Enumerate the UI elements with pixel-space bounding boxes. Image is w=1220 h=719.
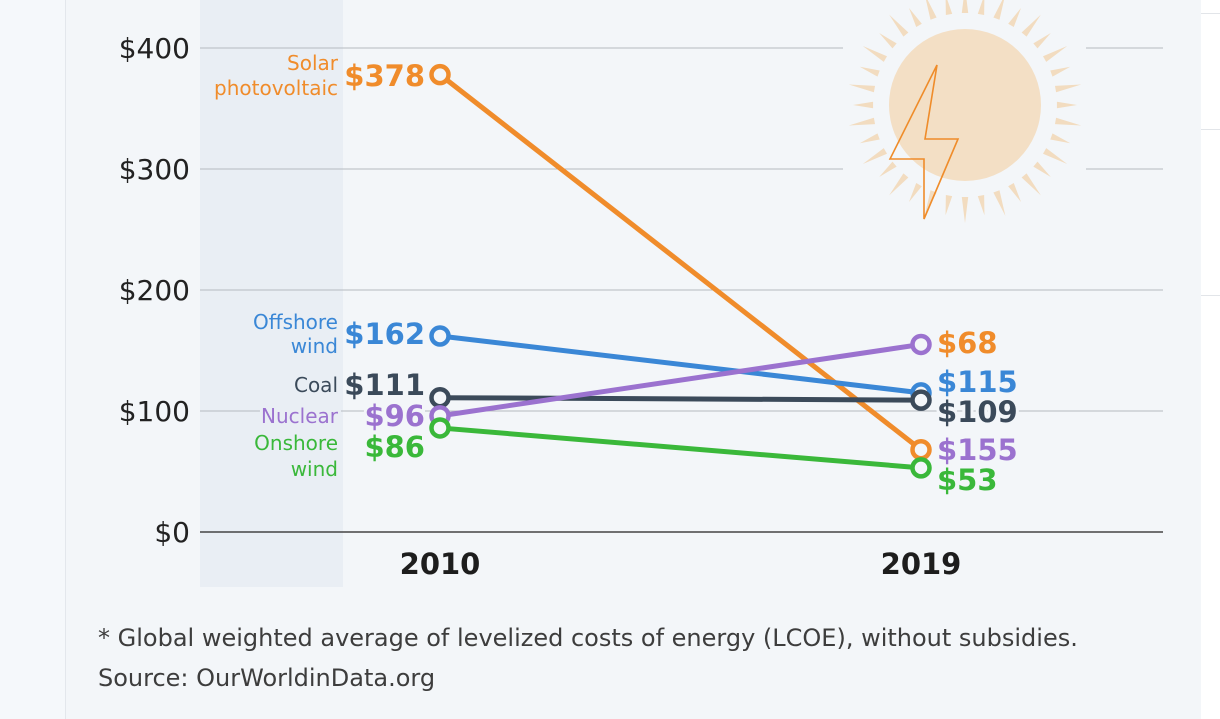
sun-ray [945,0,953,16]
sun-ray [848,117,876,126]
lightning-bolt [888,64,960,220]
sun-ray [993,190,1006,216]
x-tick-label: 2019 [881,547,962,581]
data-label: $111 [344,368,425,402]
sun-ray [1021,14,1041,37]
data-label: $68 [937,326,998,360]
sun-ray [862,148,887,164]
series-line-3 [439,341,922,419]
series-name-label: Nuclear [261,404,339,428]
data-point [910,457,932,479]
sun-ray [1043,46,1068,62]
divider [1201,129,1220,130]
data-point [429,386,451,409]
x-tick-label: 2010 [400,547,481,581]
sun-ray [993,0,1005,20]
sun-ray [977,0,985,16]
y-tick-label: $0 [154,516,190,549]
data-point [429,63,451,86]
data-label: $378 [344,59,425,93]
slope-chart: $0 $100 $200 $300 $400 2010 2019 $378 $68 Solarph… [118,0,1163,587]
series-name-label: Onshore [254,431,338,455]
side-panel [1201,0,1220,719]
footnote: * Global weighted average of levelized c… [98,624,1078,652]
data-label: $115 [937,365,1018,399]
series-line-0 [438,72,923,452]
sun-ray [961,0,969,14]
sun-ray [961,196,969,223]
sun-ray [945,194,953,216]
series-name-label: Coal [294,373,338,397]
data-point [910,438,932,461]
divider [1201,295,1220,296]
sun-ray [1054,117,1082,126]
sun-ray [1043,148,1068,164]
series-name-label: wind [291,334,338,358]
sun-ray [853,101,874,109]
series-line-4 [439,425,922,471]
y-tick-label: $300 [119,153,190,186]
sun-ray [977,194,985,216]
data-label: $53 [937,463,998,497]
series-line-1 [439,333,922,396]
sun-ray [925,0,937,20]
sun-ray [1054,84,1082,93]
sun-ray [1008,183,1021,202]
data-label: $96 [364,399,425,433]
sun-ray [879,33,897,49]
y-tick-label: $400 [119,32,190,65]
sun-ray [1056,101,1077,109]
sun-ray [1033,161,1051,177]
series-line-2 [439,395,922,403]
highlight-band [200,0,343,587]
sun-ray [889,14,909,37]
sun-ray [1050,66,1071,77]
sun-ray [1033,33,1051,49]
sun-with-lightning-icon [848,0,1082,223]
y-tick-label: $200 [119,274,190,307]
sun-ray [862,46,887,62]
sun-ray [848,84,876,93]
sun-ray [909,183,922,202]
data-point [429,325,451,347]
sun-disc [889,29,1041,181]
data-point [429,417,451,439]
sun-ray [859,66,880,77]
series-name-label: photovoltaic [214,76,338,100]
divider [1201,13,1220,14]
data-label: $162 [344,317,425,351]
source: Source: OurWorldinData.org [98,664,436,692]
data-label: $155 [937,433,1018,467]
sun-ray [859,133,880,144]
sun-ray [909,8,922,27]
sun-ray [889,173,909,196]
data-label: $86 [364,430,425,464]
series-name-label: Solar [287,51,339,75]
data-point [910,389,932,411]
data-label: $109 [937,395,1018,429]
sun-ray [1008,8,1021,27]
sun-ray [1021,173,1041,196]
data-point [910,333,932,356]
series-name-label: Offshore [253,310,338,334]
y-tick-label: $100 [119,395,190,428]
sun-ray [1050,133,1071,144]
series-name-label: wind [291,457,338,481]
sun-ray [879,161,897,177]
